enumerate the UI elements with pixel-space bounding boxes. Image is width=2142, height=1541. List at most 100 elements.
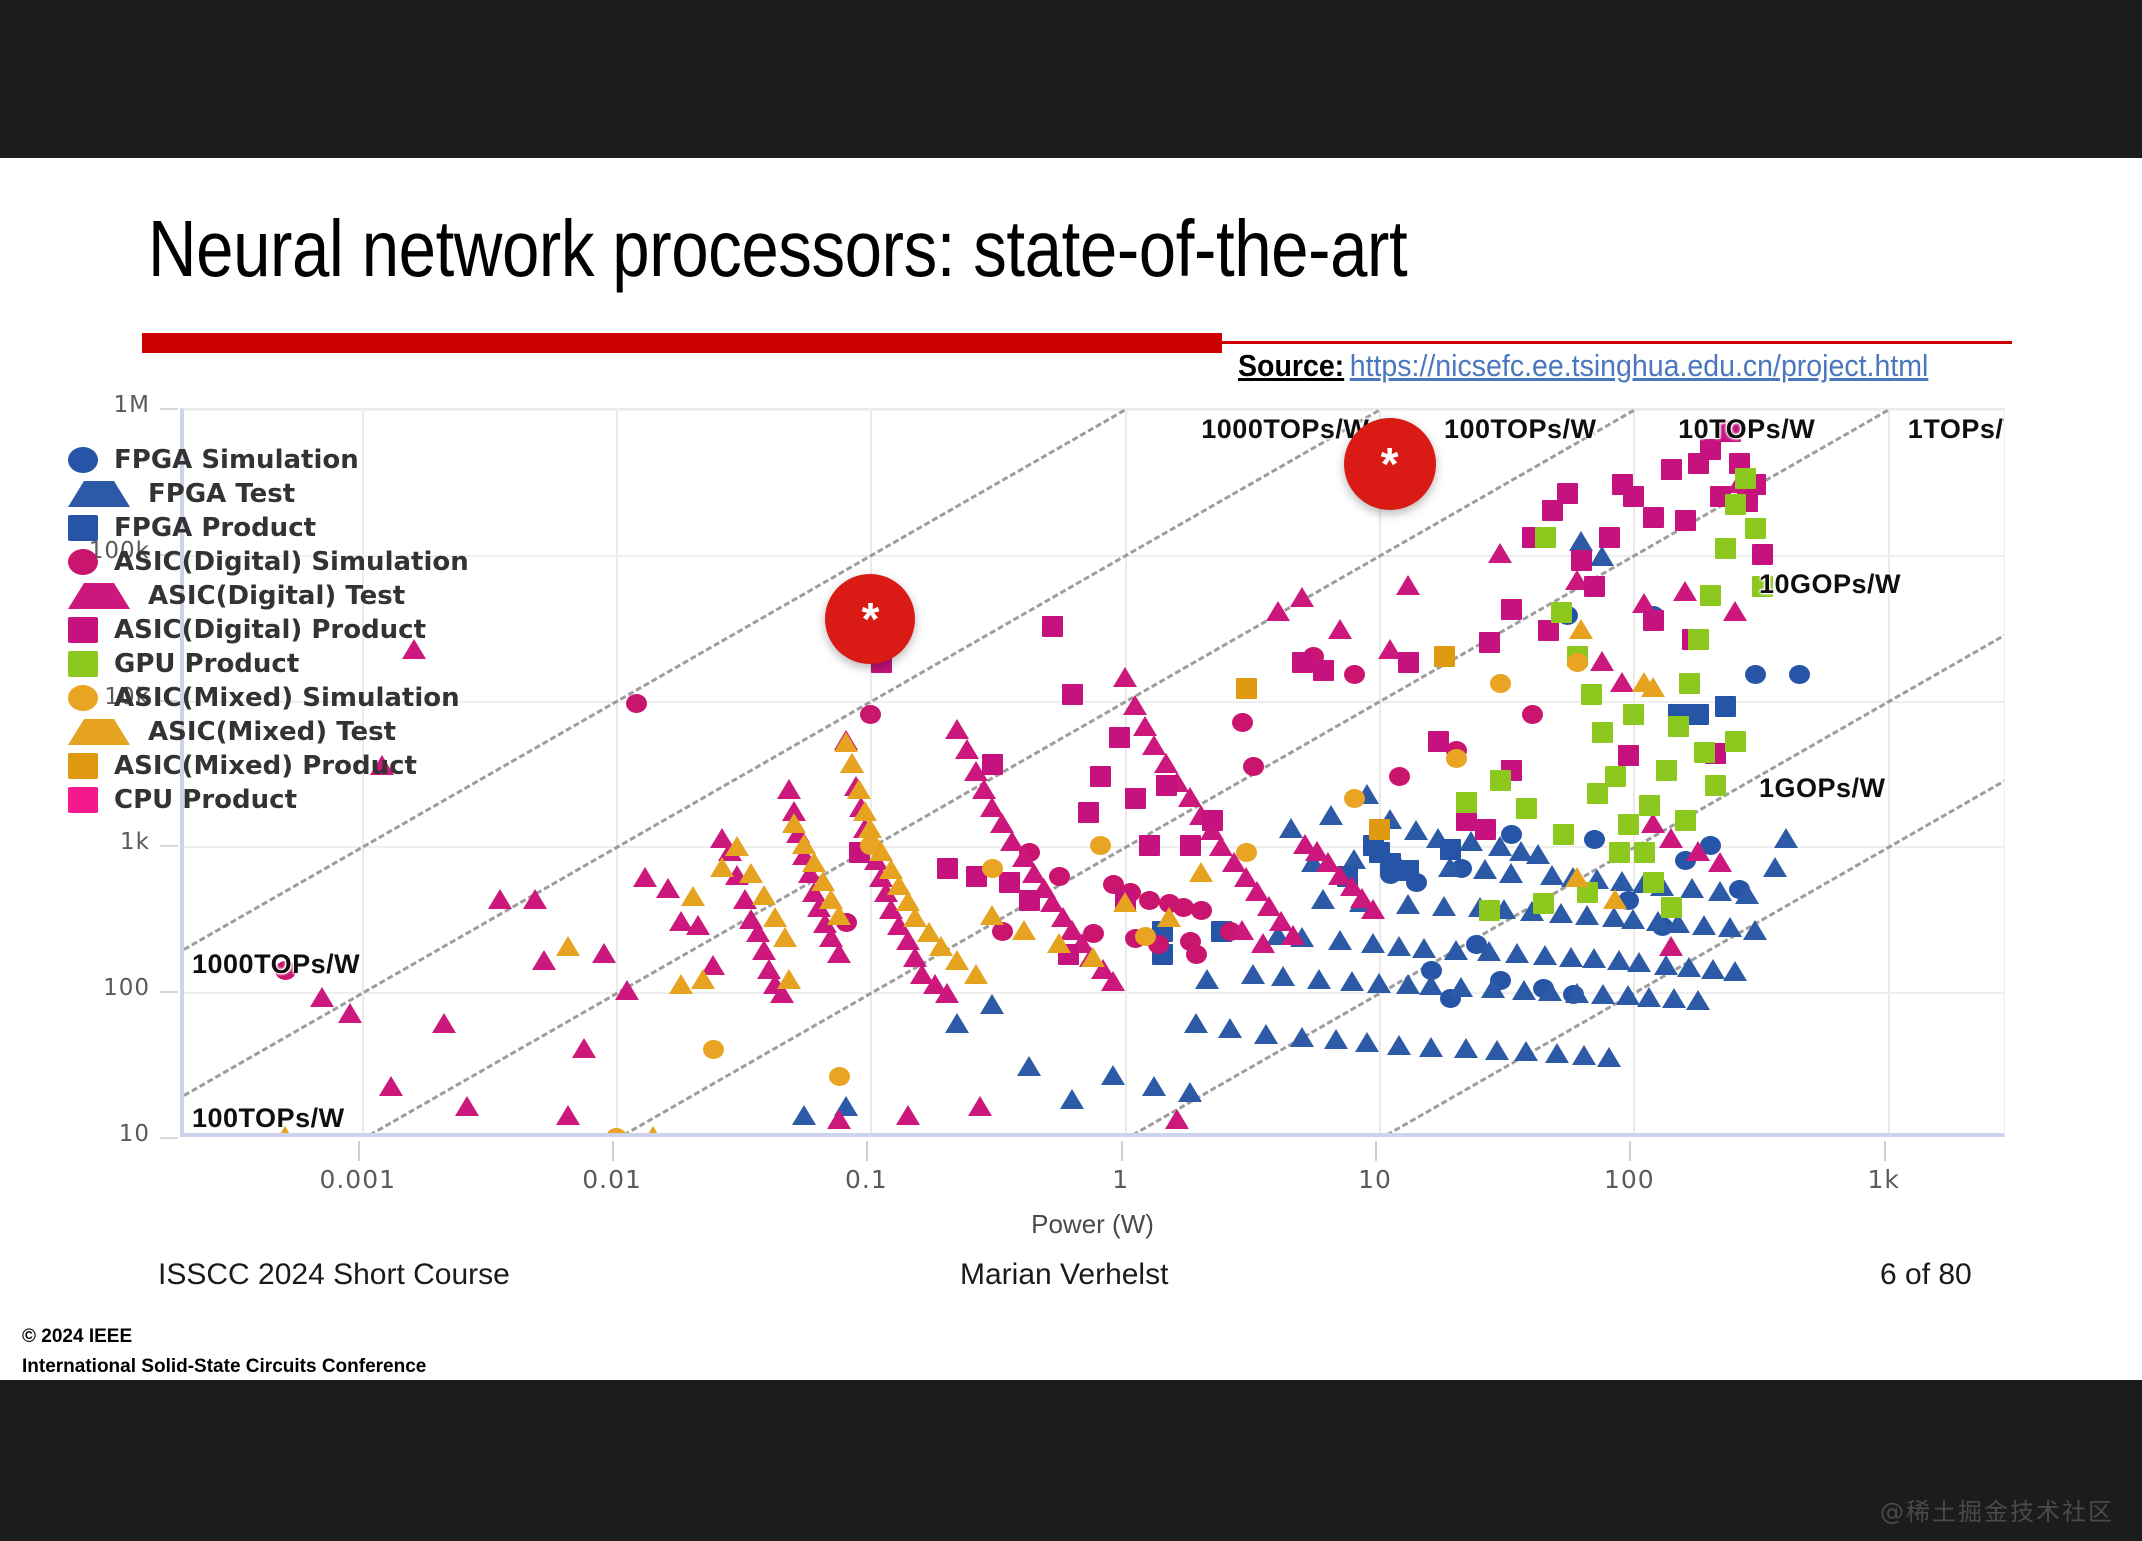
data-point <box>1658 936 1683 957</box>
slide-canvas: Neural network processors: state-of-the-… <box>0 158 2142 1380</box>
data-point <box>1666 912 1691 933</box>
legend-item[interactable]: FPGA Simulation <box>68 443 469 477</box>
source-link[interactable]: https://nicsefc.ee.tsinghua.edu.cn/proje… <box>1349 348 1929 383</box>
data-point <box>1636 986 1661 1007</box>
y-tick-mark <box>160 408 178 410</box>
data-point <box>810 871 835 892</box>
data-point <box>1623 703 1645 725</box>
data-point <box>945 950 970 971</box>
slide-footer: ISSCC 2024 Short Course Marian Verhelst … <box>0 1258 2142 1380</box>
data-point <box>1572 1044 1597 1065</box>
data-point <box>818 927 843 948</box>
data-point <box>1744 664 1766 684</box>
data-point <box>1589 651 1614 672</box>
data-point <box>1514 1041 1539 1062</box>
data-point <box>1744 518 1766 540</box>
data-point <box>936 857 958 879</box>
data-point <box>1679 878 1704 899</box>
plot-area: 1000TOPs/W 100TOPs/W 10TOPs/W 1TOPs/W 10GOPs… <box>180 408 2005 1137</box>
data-point <box>606 1128 628 1133</box>
data-point <box>1535 527 1557 549</box>
data-point <box>378 1076 403 1097</box>
highlight-marker[interactable]: * <box>1343 417 1436 510</box>
data-point <box>895 930 920 951</box>
data-point <box>1660 896 1682 918</box>
legend-item[interactable]: FPGA Test <box>68 477 469 511</box>
data-point <box>745 922 770 943</box>
data-point <box>826 904 851 925</box>
data-point <box>1454 1038 1479 1059</box>
data-point <box>1342 848 1367 869</box>
gridline-vertical <box>1124 409 1127 1133</box>
legend-item[interactable]: ASIC(Digital) Product <box>68 613 469 647</box>
data-point <box>1474 818 1496 840</box>
legend-item[interactable]: ASIC(Mixed) Product <box>68 749 469 783</box>
data-point <box>1577 881 1599 903</box>
data-point <box>1355 1032 1380 1053</box>
data-point <box>1112 892 1137 913</box>
data-point <box>1018 890 1040 912</box>
data-point <box>934 983 959 1004</box>
data-point <box>626 693 648 713</box>
page-title: Neural network processors: state-of-the-… <box>148 204 1408 293</box>
legend-item[interactable]: ASIC(Digital) Test <box>68 579 469 613</box>
legend-marker-square-icon <box>68 515 98 541</box>
gridline-vertical <box>1633 409 1636 1133</box>
data-point <box>1363 835 1385 857</box>
data-point <box>1699 585 1721 607</box>
data-point <box>1484 1039 1509 1060</box>
legend-item[interactable]: ASIC(Mixed) Simulation <box>68 681 469 715</box>
data-point <box>614 980 639 1001</box>
data-point <box>1654 954 1679 975</box>
scatter-chart: 1000TOPs/W 100TOPs/W 10TOPs/W 1TOPs/W 10GOPs… <box>30 392 2072 1353</box>
data-point <box>1232 713 1254 733</box>
data-point <box>868 841 893 862</box>
data-point <box>955 739 980 760</box>
data-point <box>1626 952 1651 973</box>
data-point <box>1456 791 1478 813</box>
data-point <box>1488 542 1513 563</box>
data-point <box>1686 989 1711 1010</box>
data-point <box>1575 904 1600 925</box>
data-point <box>826 942 851 963</box>
data-point <box>1722 600 1747 621</box>
legend-item[interactable]: ASIC(Digital) Simulation <box>68 545 469 579</box>
x-tick-label: 0.001 <box>319 1165 397 1194</box>
data-point <box>523 889 547 910</box>
data-point <box>1603 889 1628 910</box>
data-point <box>878 858 903 879</box>
title-rule-thick <box>142 333 1222 353</box>
x-tick-label: 100 <box>1603 1165 1655 1194</box>
data-point <box>1478 900 1500 922</box>
data-point <box>998 872 1020 894</box>
data-point <box>431 1012 456 1033</box>
copyright-ieee: © 2024 IEEE <box>22 1326 133 1347</box>
legend-item[interactable]: GPU Product <box>68 647 469 681</box>
gridline-horizontal <box>184 409 2004 411</box>
data-point <box>1101 971 1126 992</box>
legend-item[interactable]: CPU Product <box>68 783 469 817</box>
data-point <box>1675 510 1697 532</box>
highlight-marker[interactable]: * <box>825 574 916 665</box>
data-point <box>1722 961 1747 982</box>
data-point <box>1557 483 1579 505</box>
data-point <box>777 968 802 989</box>
data-point <box>792 1104 817 1125</box>
data-point <box>1591 984 1616 1005</box>
legend-item[interactable]: FPGA Product <box>68 511 469 545</box>
legend-item[interactable]: ASIC(Mixed) Test <box>68 715 469 749</box>
data-point <box>1411 937 1436 958</box>
legend-marker-square-icon <box>68 787 98 813</box>
data-point <box>1155 774 1177 796</box>
data-point <box>1046 933 1071 954</box>
data-point <box>1080 946 1105 967</box>
data-point <box>1177 787 1202 808</box>
legend-marker-triangle-icon <box>68 583 130 609</box>
y-tick-label: 1M <box>113 392 150 418</box>
data-point <box>1581 948 1606 969</box>
data-point <box>1774 828 1799 849</box>
data-point <box>1132 715 1157 736</box>
data-point <box>1673 580 1698 601</box>
efficiency-annotation: 1000TOPs/W <box>1201 413 1370 444</box>
data-point <box>1686 841 1711 862</box>
